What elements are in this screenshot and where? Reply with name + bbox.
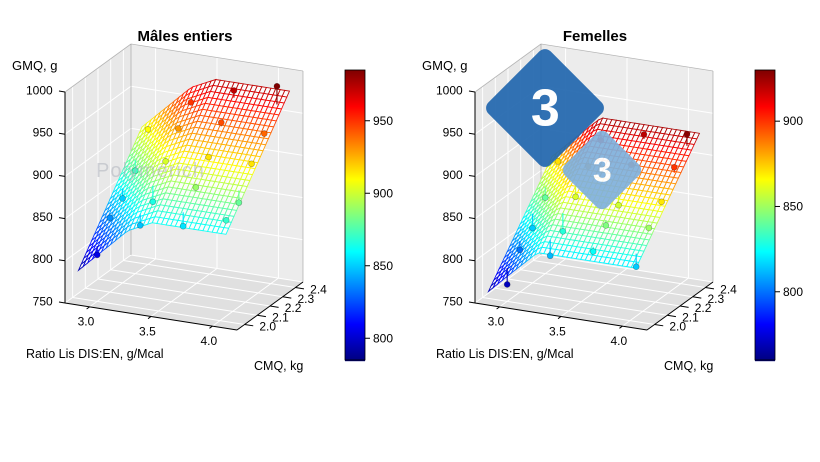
chart-title-males: Mâles entiers <box>137 28 233 45</box>
chart-panel-males: Mâles entiers GMQ, g Ratio Lis DIS:EN, g… <box>0 0 410 462</box>
chart-panel-females: Femelles GMQ, g Ratio Lis DIS:EN, g/Mcal… <box>410 0 820 462</box>
x-axis-label-males: Ratio Lis DIS:EN, g/Mcal <box>26 347 164 361</box>
z-axis-label-females: GMQ, g <box>422 58 468 73</box>
chart-title-females: Femelles <box>562 28 628 45</box>
x-axis-label-females: Ratio Lis DIS:EN, g/Mcal <box>436 347 574 361</box>
surface-plot-females <box>410 0 820 462</box>
z-axis-label-males: GMQ, g <box>12 58 58 73</box>
y-axis-label-males: CMQ, kg <box>254 359 304 373</box>
surface-plot-males <box>0 0 410 462</box>
y-axis-label-females: CMQ, kg <box>664 359 714 373</box>
